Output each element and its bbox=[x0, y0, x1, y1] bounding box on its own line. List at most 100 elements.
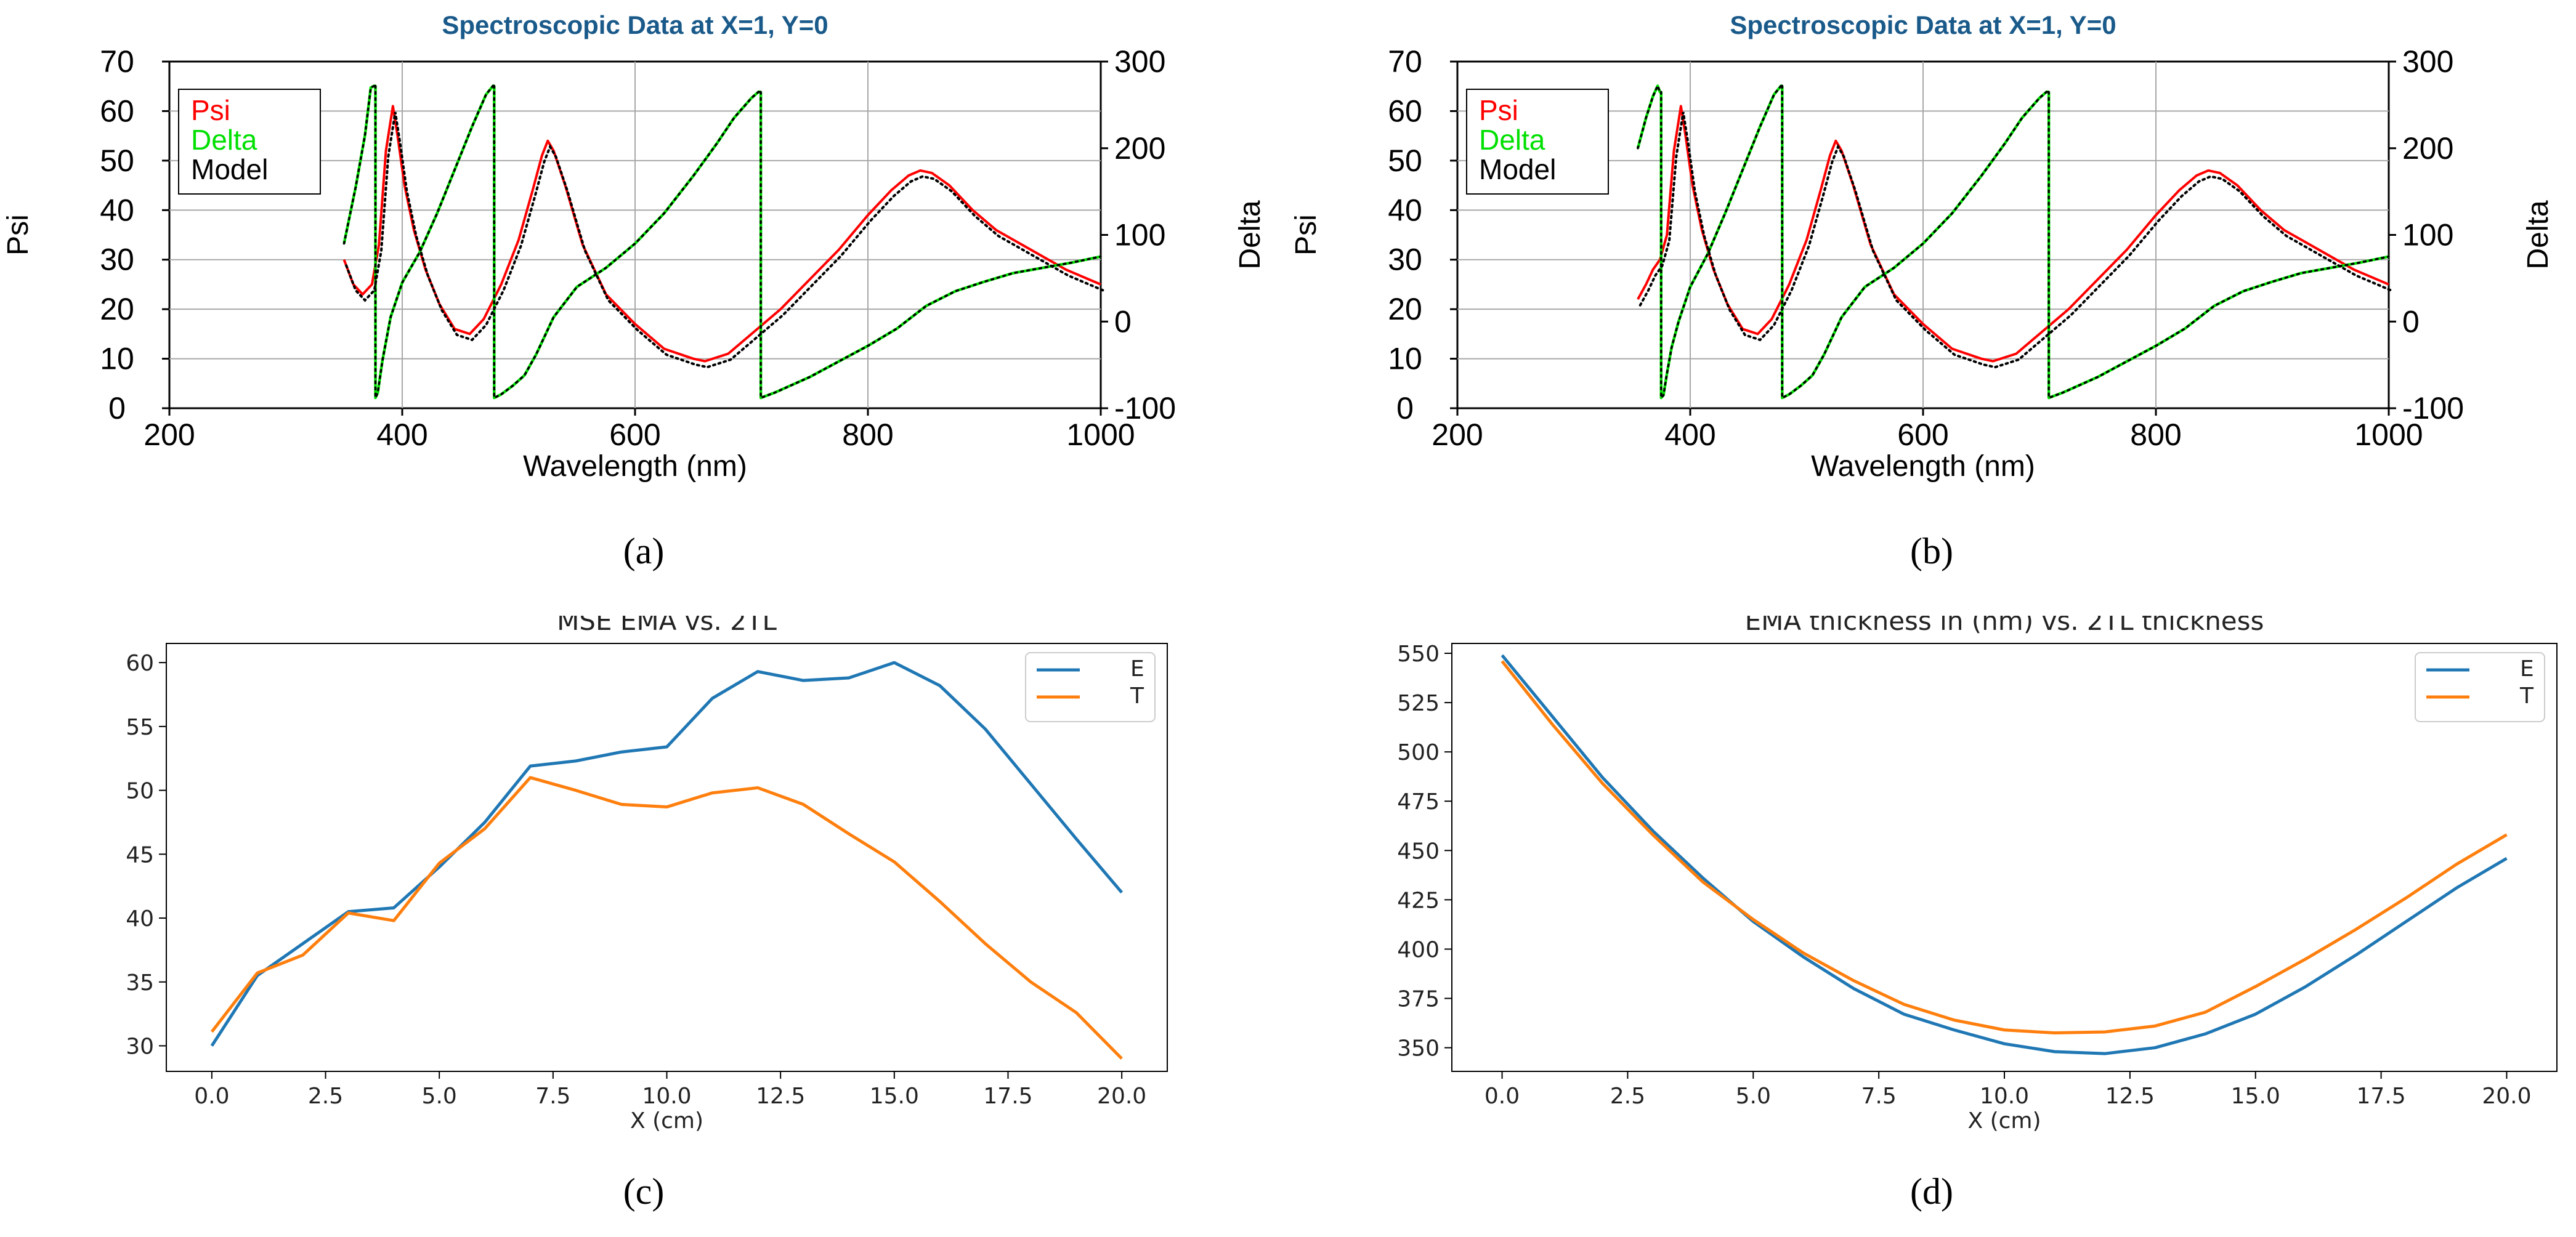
mse-chart-c: MSE EMA vs. 2TL 0.0 2.5 5.0 7.5 10.0 12.5 15.0 1… bbox=[126, 616, 1168, 1212]
x-tick-label: 17.5 bbox=[983, 1084, 1032, 1109]
y-tick-label: 55 bbox=[126, 715, 154, 740]
x-tick-label: 2.5 bbox=[1610, 1084, 1645, 1109]
legend-entry: Delta bbox=[191, 124, 257, 156]
series-line-t bbox=[1501, 660, 2508, 1035]
plot-frame bbox=[1451, 643, 2558, 1072]
model-delta-line bbox=[493, 84, 762, 400]
y2-axis-label: Delta bbox=[1234, 200, 1266, 269]
y-tick-label: 60 bbox=[126, 651, 154, 676]
model-delta-line bbox=[1781, 84, 2050, 400]
y2-tick-label: 100 bbox=[2402, 218, 2453, 252]
y-tick-label: 30 bbox=[1388, 243, 1422, 277]
chart-title: Spectroscopic Data at X=1, Y=0 bbox=[442, 10, 828, 39]
legend-entry: E bbox=[1130, 656, 1144, 682]
y-tick-label: 475 bbox=[1397, 789, 1440, 815]
y-tick-label: 35 bbox=[126, 970, 154, 996]
x-tick-label: 10.0 bbox=[642, 1084, 691, 1109]
delta-line bbox=[759, 92, 1101, 400]
panel-caption: (c) bbox=[623, 1171, 665, 1212]
x-tick-label: 600 bbox=[1897, 417, 1948, 452]
y2-tick-label: 0 bbox=[2402, 304, 2420, 339]
x-tick-label: 20.0 bbox=[2482, 1084, 2531, 1109]
x-tick-label: 5.0 bbox=[422, 1084, 457, 1109]
legend-entry: Model bbox=[191, 153, 268, 185]
x-tick-label: 5.0 bbox=[1736, 1084, 1771, 1109]
x-tick-label: 17.5 bbox=[2357, 1084, 2406, 1109]
chart-title: Spectroscopic Data at X=1, Y=0 bbox=[1730, 10, 2116, 39]
y-tick-label: 70 bbox=[100, 44, 134, 79]
panel-caption: (d) bbox=[1910, 1171, 1953, 1212]
y-tick-label: 550 bbox=[1397, 642, 1440, 667]
y-axis-label: Psi bbox=[2, 214, 34, 256]
legend-entry: Delta bbox=[1479, 124, 1545, 156]
chart-panel-d: EMA thickness in (nm) vs. 2TL thickness 0… bbox=[1288, 616, 2576, 1237]
model-delta-line bbox=[1637, 83, 1663, 150]
x-tick-label: 400 bbox=[1664, 417, 1715, 452]
thickness-chart-d: EMA thickness in (nm) vs. 2TL thickness 0… bbox=[1397, 616, 2558, 1212]
x-tick-label: 800 bbox=[842, 417, 893, 452]
chart-title: MSE EMA vs. 2TL bbox=[557, 616, 777, 636]
model-delta-line bbox=[342, 84, 377, 245]
model-psi-line bbox=[1638, 111, 2392, 369]
y-tick-label: 0 bbox=[1396, 391, 1414, 425]
y2-tick-label: 100 bbox=[1114, 218, 1165, 252]
x-tick-label: 7.5 bbox=[1861, 1084, 1897, 1109]
y-tick-label: 50 bbox=[126, 779, 154, 804]
panel-caption: (a) bbox=[623, 531, 665, 571]
x-axis-label: Wavelength (nm) bbox=[523, 450, 747, 483]
legend-entry: T bbox=[2519, 683, 2534, 709]
y-tick-label: 20 bbox=[1388, 292, 1422, 326]
y-tick-label: 45 bbox=[126, 842, 154, 868]
legend-box bbox=[178, 89, 321, 195]
y2-tick-label: 0 bbox=[1114, 304, 1132, 339]
model-psi-line bbox=[345, 111, 1104, 369]
x-tick-label: 15.0 bbox=[2231, 1084, 2280, 1109]
x-tick-label: 600 bbox=[609, 417, 660, 452]
series-line-e bbox=[1501, 654, 2508, 1055]
y-tick-label: 30 bbox=[126, 1034, 154, 1060]
y-tick-label: 400 bbox=[1397, 937, 1440, 962]
y-tick-label: 40 bbox=[100, 193, 134, 227]
legend-entry: Model bbox=[1479, 153, 1556, 185]
y-tick-label: 350 bbox=[1397, 1036, 1440, 1062]
psi-line bbox=[342, 105, 1101, 363]
y-tick-label: 30 bbox=[100, 243, 134, 277]
x-tick-label: 2.5 bbox=[308, 1084, 343, 1109]
y-tick-label: 425 bbox=[1397, 888, 1440, 913]
legend-entry: E bbox=[2520, 656, 2534, 682]
x-tick-label: 800 bbox=[2130, 417, 2181, 452]
y-tick-label: 0 bbox=[108, 391, 126, 425]
panel-caption: (b) bbox=[1910, 531, 1953, 571]
series-line-e bbox=[210, 661, 1124, 1047]
y-tick-label: 10 bbox=[100, 342, 134, 376]
legend: ET bbox=[1025, 652, 1156, 722]
delta-line bbox=[1636, 84, 1662, 149]
model-delta-line bbox=[374, 84, 496, 398]
y-tick-label: 40 bbox=[1388, 193, 1422, 227]
y2-tick-label: 200 bbox=[1114, 131, 1165, 166]
x-tick-label: 0.0 bbox=[1484, 1084, 1520, 1109]
y2-axis-label: Delta bbox=[2522, 200, 2554, 269]
y-tick-label: 525 bbox=[1397, 691, 1440, 716]
chart-panel-a: Spectroscopic Data at X=1, Y=0 200 400 600 8… bbox=[0, 0, 1288, 616]
x-tick-label: 15.0 bbox=[870, 1084, 919, 1109]
y2-tick-label: -100 bbox=[1114, 391, 1176, 425]
x-tick-label: 1000 bbox=[1066, 417, 1135, 452]
y-tick-label: 450 bbox=[1397, 839, 1440, 864]
x-tick-label: 10.0 bbox=[1980, 1084, 2029, 1109]
chart-panel-c: MSE EMA vs. 2TL 0.0 2.5 5.0 7.5 10.0 12.5 15.0 1… bbox=[0, 616, 1288, 1237]
y-tick-label: 60 bbox=[1388, 94, 1422, 128]
y-tick-label: 70 bbox=[1388, 44, 1422, 79]
legend-entry: T bbox=[1130, 683, 1144, 709]
x-tick-label: 12.5 bbox=[756, 1084, 805, 1109]
model-delta-line bbox=[759, 91, 1102, 400]
y-axis-label: Psi bbox=[1290, 214, 1322, 256]
y-tick-label: 375 bbox=[1397, 986, 1440, 1012]
chart-title: EMA thickness in (nm) vs. 2TL thickness bbox=[1745, 616, 2264, 636]
delta-line bbox=[493, 86, 761, 400]
y2-tick-label: 200 bbox=[2402, 131, 2453, 166]
y-tick-label: 40 bbox=[126, 906, 154, 932]
